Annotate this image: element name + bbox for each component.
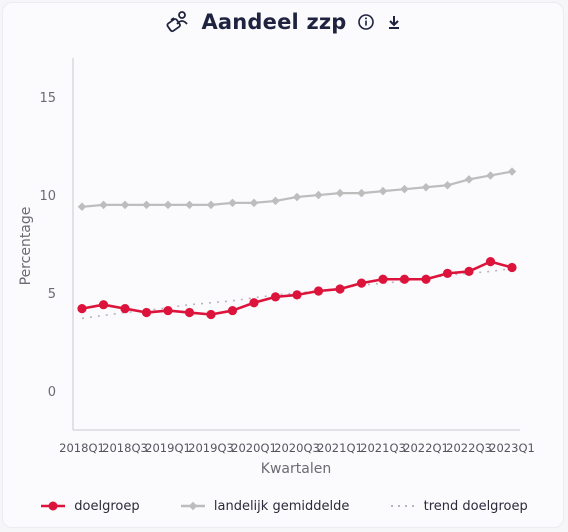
data-point bbox=[185, 200, 194, 210]
x-tick-label: 2019Q3 bbox=[188, 441, 234, 455]
data-point bbox=[292, 290, 302, 300]
info-icon[interactable] bbox=[357, 13, 375, 31]
data-point bbox=[271, 196, 280, 206]
data-point bbox=[443, 181, 452, 190]
data-point bbox=[227, 305, 238, 316]
data-point bbox=[249, 298, 259, 308]
data-point bbox=[400, 184, 409, 194]
data-point bbox=[442, 268, 453, 278]
data-point bbox=[99, 200, 108, 210]
data-point bbox=[77, 304, 87, 314]
data-point bbox=[507, 167, 517, 176]
y-tick-label: 0 bbox=[48, 385, 56, 400]
data-point bbox=[314, 190, 323, 200]
legend-marker-landelijk-gemiddelde bbox=[180, 501, 205, 511]
download-icon[interactable] bbox=[385, 13, 403, 31]
x-tick-label: 2022Q3 bbox=[446, 441, 492, 455]
data-point bbox=[464, 175, 474, 184]
data-point bbox=[249, 198, 259, 208]
x-tick-label: 2019Q1 bbox=[145, 441, 191, 455]
data-point bbox=[335, 284, 345, 294]
x-tick-label: 2021Q1 bbox=[317, 441, 363, 455]
data-point bbox=[184, 307, 195, 318]
series-doelgroep bbox=[77, 257, 517, 320]
data-point bbox=[292, 192, 302, 202]
x-tick-label: 2022Q1 bbox=[403, 441, 449, 455]
y-axis-label: Percentage bbox=[18, 207, 34, 286]
data-point bbox=[206, 200, 216, 210]
chart-card bbox=[2, 2, 564, 528]
legend-item-doelgroep[interactable]: doelgroep bbox=[40, 498, 140, 514]
data-point bbox=[485, 257, 496, 267]
chart-series bbox=[77, 167, 517, 320]
x-tick-label: 2023Q1 bbox=[489, 441, 535, 455]
legend-label-trend-doelgroep: trend doelgroep bbox=[423, 498, 528, 514]
data-point bbox=[77, 202, 87, 212]
x-tick-label: 2018Q1 bbox=[59, 441, 105, 455]
chart-legend: doelgroep landelijk gemiddelde trend doe… bbox=[0, 492, 568, 520]
chart-header: Aandeel zzp bbox=[0, 4, 568, 40]
x-tick-label: 2018Q3 bbox=[102, 441, 148, 455]
x-axis-label: Kwartalen bbox=[261, 461, 331, 477]
data-point bbox=[163, 305, 173, 316]
chart-title: Aandeel zzp bbox=[201, 10, 347, 34]
data-point bbox=[120, 304, 130, 314]
data-point bbox=[378, 186, 388, 196]
legend-marker-doelgroep bbox=[41, 501, 66, 511]
series-landelijk-gemiddelde bbox=[77, 167, 517, 212]
data-point bbox=[486, 171, 495, 180]
data-point bbox=[378, 274, 388, 284]
legend-item-trend-doelgroep[interactable]: trend doelgroep bbox=[390, 499, 528, 514]
chart-axes: 0 5 10 15 2018Q12018Q32019Q12019Q32020Q12020… bbox=[39, 58, 535, 455]
data-point bbox=[270, 292, 281, 302]
x-tick-label: 2020Q1 bbox=[231, 441, 277, 455]
y-tick-label: 5 bbox=[48, 287, 56, 302]
person-briefcase-icon bbox=[165, 9, 191, 35]
data-point bbox=[357, 188, 366, 198]
y-tick-label: 10 bbox=[39, 189, 56, 204]
line-chart: 0 5 10 15 2018Q12018Q32019Q12019Q32020Q12020… bbox=[18, 58, 535, 477]
data-point bbox=[313, 286, 324, 296]
data-point bbox=[142, 200, 151, 210]
data-point bbox=[120, 200, 130, 210]
x-tick-label: 2021Q3 bbox=[360, 441, 406, 455]
data-point bbox=[335, 188, 345, 198]
y-tick-label: 15 bbox=[39, 91, 56, 106]
legend-label-doelgroep: doelgroep bbox=[74, 498, 140, 514]
data-point bbox=[507, 262, 517, 273]
data-point bbox=[141, 307, 152, 318]
data-point bbox=[421, 274, 431, 284]
data-point bbox=[464, 266, 474, 277]
legend-marker-trend-doelgroep bbox=[390, 505, 415, 507]
legend-label-landelijk-gemiddelde: landelijk gemiddelde bbox=[213, 498, 350, 514]
data-point bbox=[206, 309, 216, 320]
data-point bbox=[98, 300, 109, 310]
legend-item-landelijk-gemiddelde[interactable]: landelijk gemiddelde bbox=[180, 499, 349, 514]
x-tick-label: 2020Q3 bbox=[274, 441, 320, 455]
data-point bbox=[421, 182, 431, 192]
data-point bbox=[356, 278, 367, 288]
data-point bbox=[228, 198, 237, 208]
data-point bbox=[399, 274, 410, 284]
data-point bbox=[163, 200, 173, 210]
